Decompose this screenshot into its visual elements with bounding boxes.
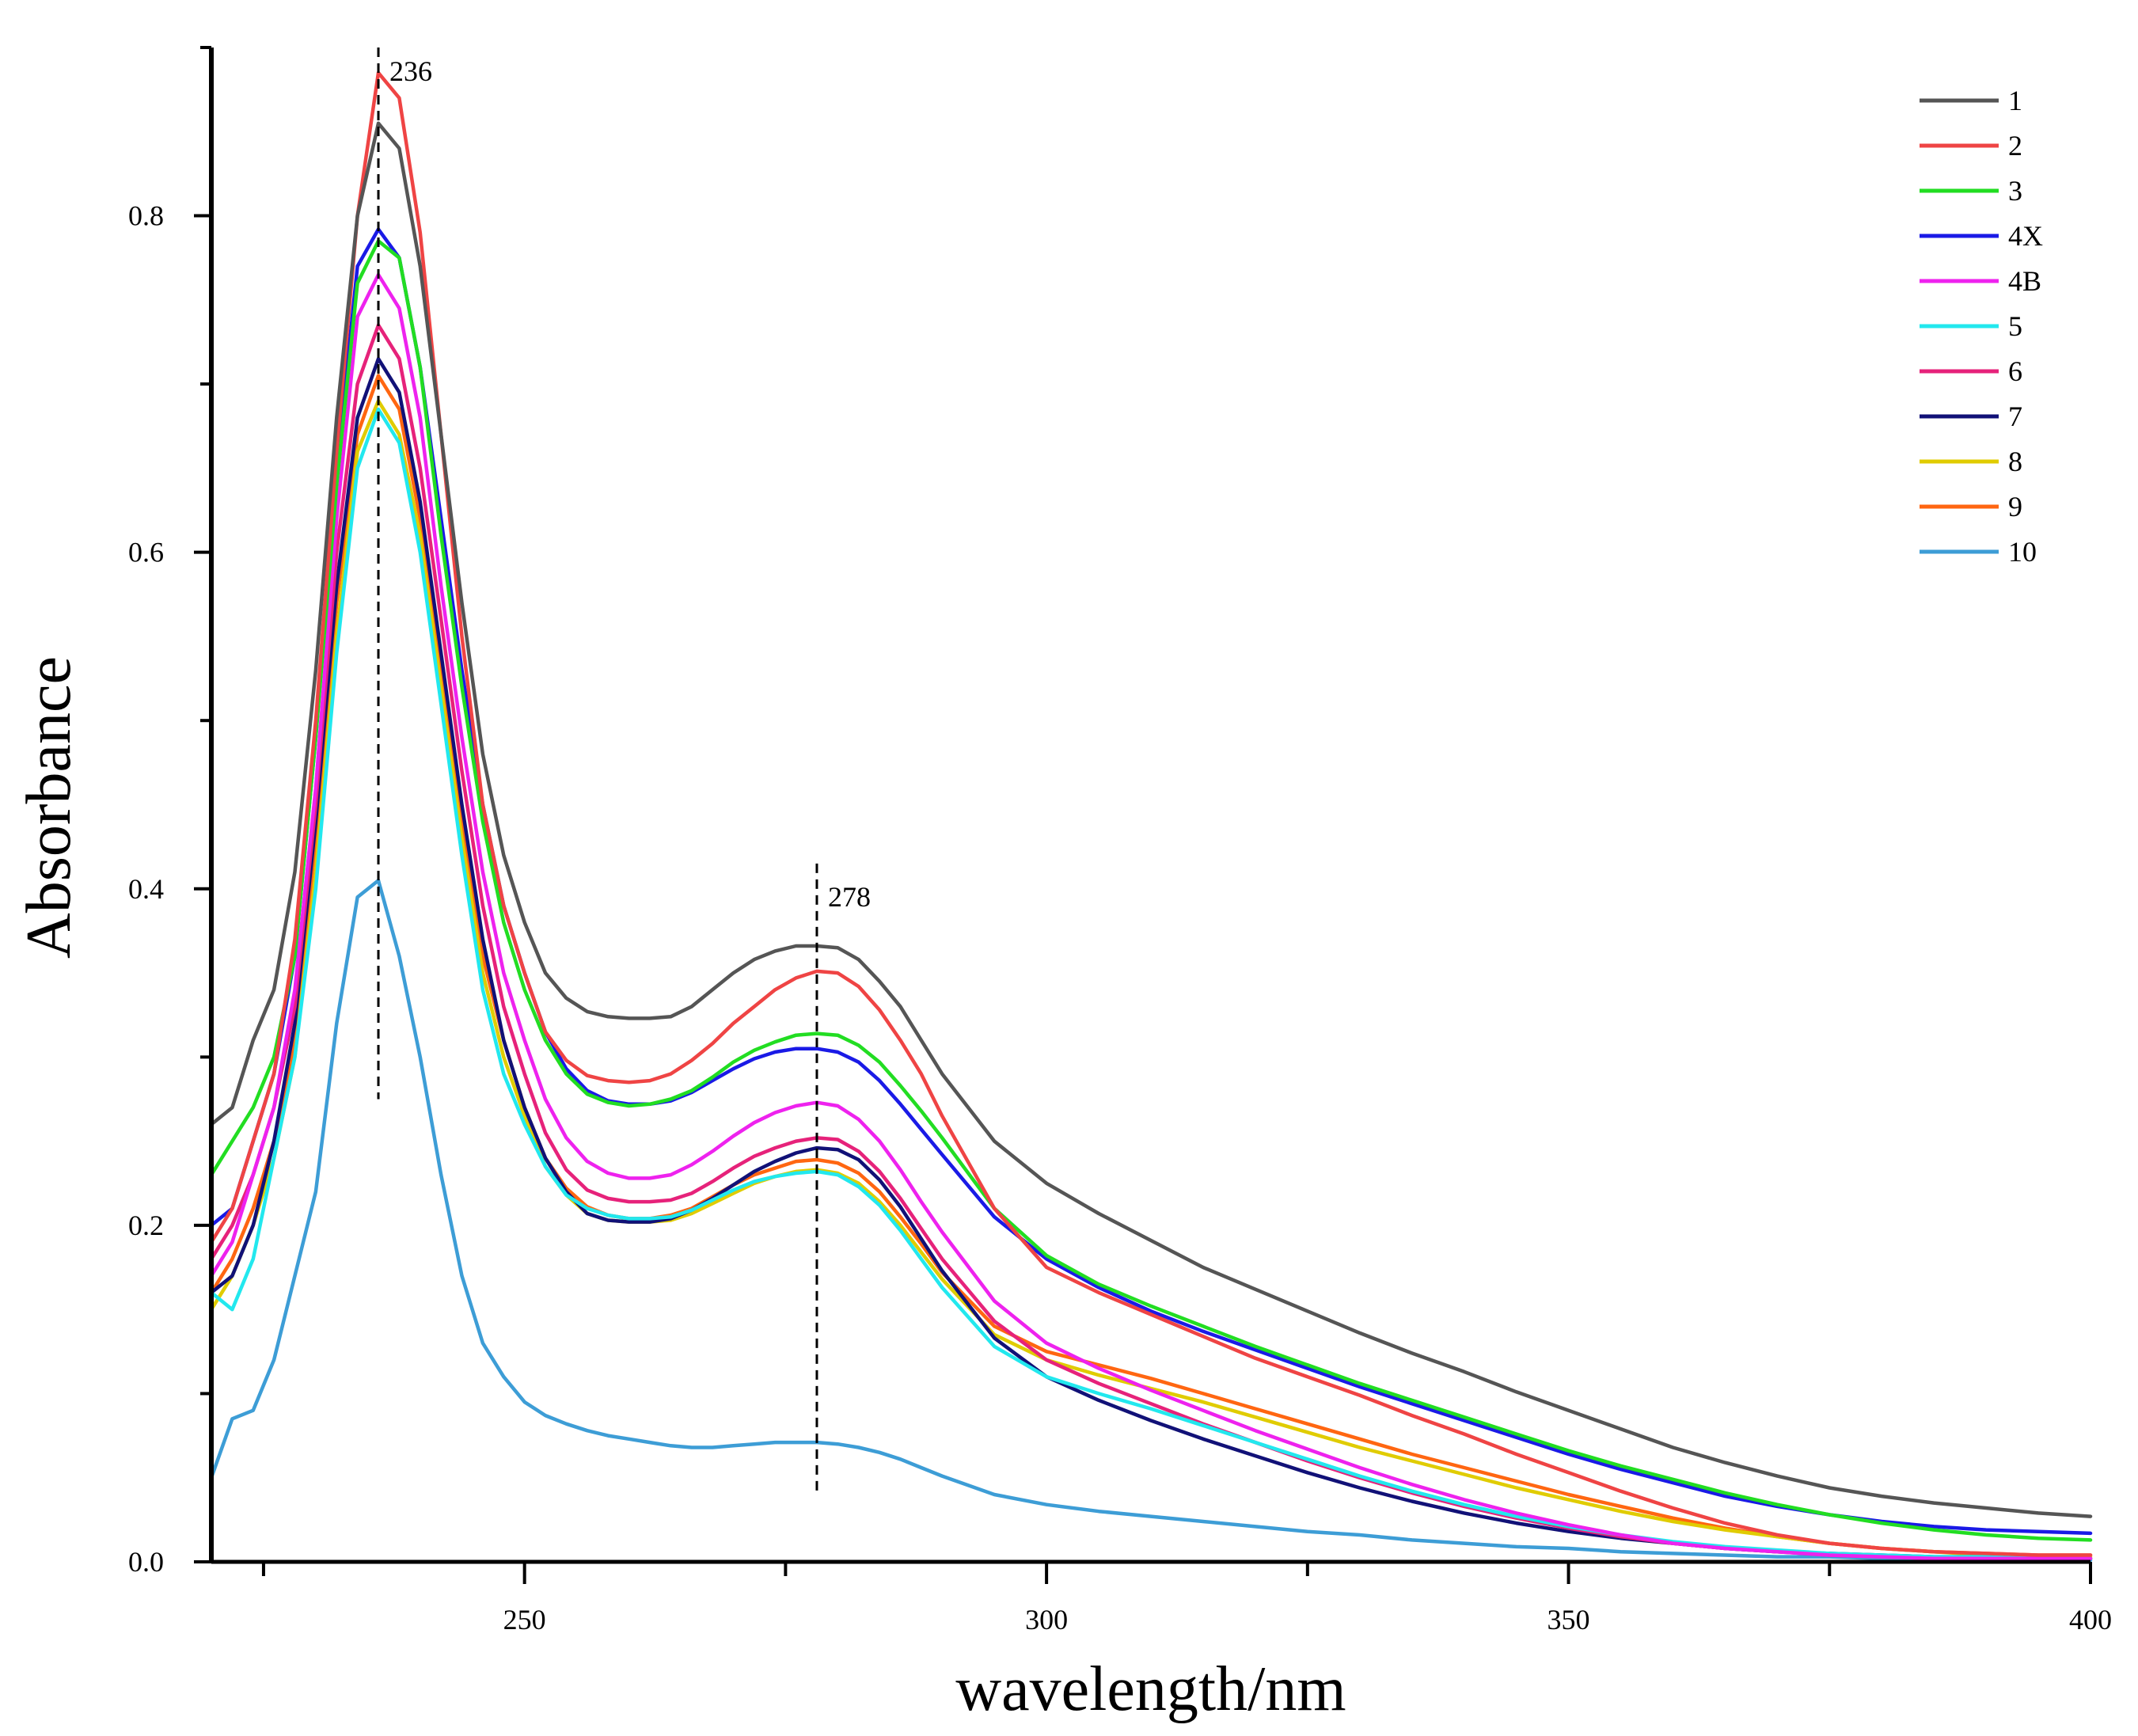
series-line-4X	[209, 227, 2093, 1536]
series-line-10	[209, 878, 2093, 1563]
x-tick-label: 350	[1547, 1604, 1590, 1635]
annotation-label-236: 236	[389, 55, 432, 87]
legend-label-9: 9	[2008, 491, 2022, 522]
y-tick-label: 0.0	[128, 1546, 164, 1578]
legend-label-10: 10	[2008, 536, 2037, 568]
series-line-4B	[209, 272, 2093, 1560]
legend-label-4X: 4X	[2008, 220, 2043, 252]
legend-label-5: 5	[2008, 310, 2022, 342]
series-line-9	[209, 374, 2093, 1557]
x-tick-label: 400	[2069, 1604, 2112, 1635]
annotation-layer: 236 278	[377, 47, 871, 1495]
legend-label-7: 7	[2008, 401, 2022, 432]
series-line-3	[209, 239, 2093, 1542]
y-axis-title: Absorbance	[14, 656, 84, 959]
legend-label-1: 1	[2008, 85, 2022, 116]
y-tick-label: 0.6	[128, 537, 164, 568]
x-tick-label: 300	[1025, 1604, 1068, 1635]
tick-layer: 250 300 350 400 0.0 0.2 0.4 0.6 0.8	[128, 46, 2112, 1635]
legend-label-3: 3	[2008, 175, 2022, 207]
y-tick-label: 0.4	[128, 873, 164, 905]
legend-label-4B: 4B	[2008, 265, 2041, 297]
series-layer	[209, 70, 2093, 1563]
series-line-6	[209, 323, 2093, 1560]
series-line-7	[209, 356, 2093, 1560]
y-tick-label: 0.8	[128, 200, 164, 232]
series-line-2	[209, 70, 2093, 1557]
x-axis-title: wavelength/nm	[955, 1654, 1346, 1724]
legend-label-2: 2	[2008, 130, 2022, 161]
legend: 1 2 3 4X 4B 5 6 7 8 9 10	[1920, 85, 2043, 568]
y-tick-label: 0.2	[128, 1210, 164, 1241]
x-tick-label: 250	[503, 1604, 546, 1635]
series-line-8	[209, 399, 2093, 1559]
legend-label-8: 8	[2008, 446, 2022, 477]
series-line-1	[209, 121, 2093, 1518]
annotation-label-278: 278	[828, 881, 871, 913]
legend-label-6: 6	[2008, 355, 2022, 387]
